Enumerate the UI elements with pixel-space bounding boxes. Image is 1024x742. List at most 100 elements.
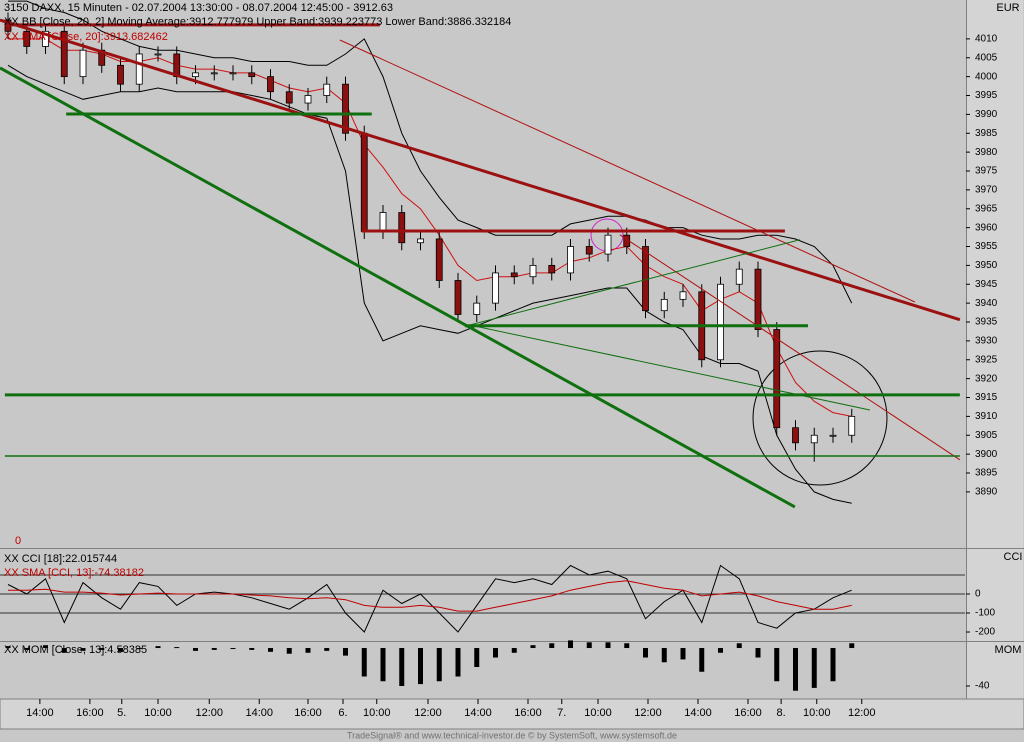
trend-line xyxy=(619,234,961,461)
indicator-label: XX EMA [Close, 20]:3913.682462 xyxy=(4,31,168,43)
x-tick-label: 6. xyxy=(338,707,347,719)
candle-body xyxy=(473,302,481,315)
candle-body xyxy=(135,53,143,85)
y-tick-label: 4000 xyxy=(975,71,998,82)
bar xyxy=(136,648,142,650)
bar xyxy=(5,646,11,649)
x-tick-label: 5. xyxy=(117,707,126,719)
lower-band xyxy=(7,64,852,504)
bar xyxy=(193,648,198,651)
bar xyxy=(61,648,67,653)
bar xyxy=(99,648,105,650)
bar xyxy=(174,647,180,649)
bar xyxy=(643,648,648,658)
candle-body xyxy=(585,246,593,255)
x-tick-label: 10:00 xyxy=(803,707,831,719)
candle-body xyxy=(810,434,818,444)
bar xyxy=(268,648,273,652)
candle-body xyxy=(248,72,256,78)
ema-line xyxy=(8,38,852,417)
y-tick-label: 3895 xyxy=(975,468,998,479)
bar xyxy=(118,648,123,652)
x-tick-label: 16:00 xyxy=(514,707,542,719)
bar xyxy=(549,643,555,649)
y-tick-label: 0 xyxy=(975,589,981,600)
bar xyxy=(249,648,255,650)
bar xyxy=(680,648,686,660)
bar xyxy=(155,646,161,649)
candle-body xyxy=(304,95,312,104)
bar xyxy=(436,648,442,682)
candle-body xyxy=(829,434,837,437)
bar xyxy=(699,648,705,672)
y-tick-label: 3975 xyxy=(975,166,998,177)
bar xyxy=(361,648,367,677)
x-tick-label: 14:00 xyxy=(464,707,492,719)
y-tick-label: -100 xyxy=(975,608,995,619)
candle-body xyxy=(342,83,349,134)
x-tick-label: 14:00 xyxy=(684,707,712,719)
y-tick-label: 4005 xyxy=(975,52,998,63)
bar xyxy=(286,648,292,654)
y-tick-label: 3915 xyxy=(975,392,998,403)
highlight-circle xyxy=(752,350,888,486)
candle-body xyxy=(848,415,856,436)
candle-body xyxy=(42,30,49,47)
y-tick-label: 3935 xyxy=(975,317,998,328)
candle-body xyxy=(360,132,368,232)
candle-body xyxy=(454,280,462,315)
candle-body xyxy=(660,298,668,312)
bar xyxy=(530,645,536,649)
bar xyxy=(849,643,855,649)
x-tick-label: 7. xyxy=(557,707,566,719)
y-tick-label: -200 xyxy=(975,627,995,638)
bar xyxy=(811,648,817,688)
candle-body xyxy=(754,268,762,330)
trend-line xyxy=(339,39,916,303)
y-tick-label: 3905 xyxy=(975,430,998,441)
x-tick-label: 16:00 xyxy=(76,707,104,719)
indicator-label: XX BB [Close, 20, 2] Moving Average:3912… xyxy=(4,16,511,28)
candle-body xyxy=(398,212,406,244)
x-tick-label: 8. xyxy=(777,707,786,719)
x-tick-label: 16:00 xyxy=(734,707,762,719)
annotation: 0 xyxy=(15,535,21,547)
bar xyxy=(474,648,480,668)
y-tick-label: 3980 xyxy=(975,147,998,158)
bar xyxy=(380,648,386,682)
x-tick-label: 14:00 xyxy=(26,707,54,719)
candle-body xyxy=(735,268,743,285)
bar xyxy=(211,648,217,650)
y-tick-label: 3930 xyxy=(975,336,998,347)
candle-body xyxy=(285,91,293,104)
candle-body xyxy=(604,234,612,255)
candle-body xyxy=(379,212,387,232)
y-tick-label: 3965 xyxy=(975,203,998,214)
trend-line xyxy=(469,239,801,326)
bar xyxy=(755,648,761,658)
legend-entry: XX MOM [Close, 13]:4.58385 xyxy=(4,644,147,656)
x-tick-label: 10:00 xyxy=(144,707,172,719)
y-tick-label: 3960 xyxy=(975,222,998,233)
candle-body xyxy=(23,30,31,47)
x-tick-label: 12:00 xyxy=(634,707,662,719)
y-tick-label: 3910 xyxy=(975,411,998,422)
bar xyxy=(418,648,423,685)
candle-body xyxy=(679,291,687,300)
upper-band xyxy=(8,0,853,304)
bar xyxy=(718,648,723,653)
time-axis-strip xyxy=(0,698,1024,730)
x-tick-label: 12:00 xyxy=(414,707,442,719)
y-tick-label: 3925 xyxy=(975,354,998,365)
bar xyxy=(493,648,498,658)
candle-body xyxy=(79,49,87,78)
bar xyxy=(80,648,86,651)
y-tick-label: 3950 xyxy=(975,260,998,271)
y-tick-label: 3955 xyxy=(975,241,998,252)
bar xyxy=(305,648,311,653)
y-tick-label: 3990 xyxy=(975,109,998,120)
trend-line xyxy=(0,66,796,509)
y-tick-label: 3995 xyxy=(975,90,998,101)
